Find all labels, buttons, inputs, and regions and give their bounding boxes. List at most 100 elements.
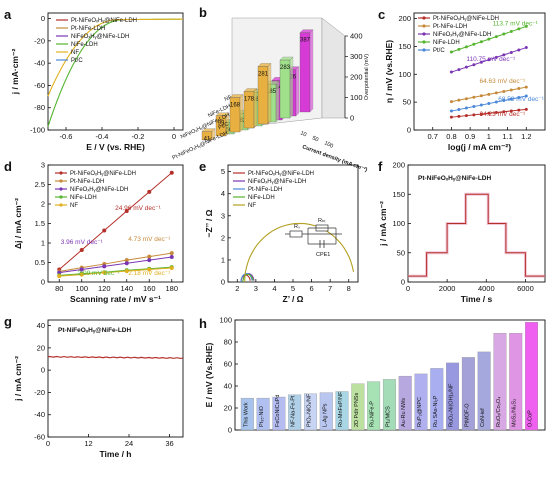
legend-entry: Pt/C bbox=[71, 58, 83, 64]
legend-entry: Pt-NiFeOₓHᵧ@NiFe-LDH bbox=[71, 18, 137, 24]
category-label: NF bbox=[224, 94, 234, 103]
y-tick-label: 50 bbox=[397, 248, 405, 257]
bar bbox=[304, 393, 317, 431]
data-point bbox=[124, 269, 129, 274]
data-point bbox=[472, 63, 476, 67]
bar-value-label: 41 bbox=[204, 137, 211, 143]
bar-side bbox=[211, 128, 216, 141]
data-point bbox=[57, 274, 62, 279]
y-tick-label: 200 bbox=[392, 161, 405, 170]
x-tick-label: 1.2 bbox=[521, 132, 531, 141]
bar-side bbox=[289, 56, 294, 119]
data-point bbox=[79, 272, 84, 277]
y-tick-label: 60 bbox=[224, 360, 232, 369]
slope-annotation: 64.63 mV dec⁻¹ bbox=[480, 78, 527, 85]
slope-annotation: 3.96 mV dec⁻¹ bbox=[61, 239, 104, 246]
bar-value-label: 165 bbox=[252, 97, 263, 103]
panel-c: 0.7 0.8 0.9 1 1.1 1.2 0 50 100 150 200 log(j / mA c… bbox=[378, 7, 546, 152]
y-tick-label: 0 bbox=[407, 126, 411, 135]
category-label: Pt₃₅-NiO bbox=[259, 405, 265, 427]
bar bbox=[335, 391, 349, 431]
category-label: Ru-MnFeP/NF bbox=[338, 391, 344, 427]
bar-value-label: 185 bbox=[266, 89, 277, 95]
bar-value-label: 82 bbox=[240, 118, 247, 124]
bar-value-label: 168 bbox=[230, 103, 241, 109]
data-point bbox=[464, 106, 468, 110]
legend-marker bbox=[59, 203, 63, 207]
y-tick-label: 0.5 bbox=[35, 258, 45, 267]
x-tick-label: 180 bbox=[165, 284, 178, 293]
panel-g: 0 12 24 36 -60 -40 -20 0 20 40 Time / h j / mA cm⁻²… bbox=[4, 314, 184, 459]
data-point bbox=[102, 264, 107, 269]
slope-annotation: 4.73 mV dec⁻¹ bbox=[128, 236, 171, 243]
bar bbox=[430, 368, 444, 431]
y-tick-label: 80 bbox=[224, 338, 232, 347]
legend-marker bbox=[59, 171, 63, 175]
data-point bbox=[502, 32, 506, 36]
panel-letter: e bbox=[199, 159, 206, 174]
legend-entry: NiFe-LDH bbox=[70, 195, 97, 201]
side-wall bbox=[321, 17, 346, 119]
legend-entry: NF bbox=[71, 50, 79, 56]
x-tick-label: -0.4 bbox=[96, 132, 109, 141]
legend-marker bbox=[59, 179, 63, 183]
data-point bbox=[479, 103, 483, 107]
x-axis-label: Z’ / Ω bbox=[283, 294, 304, 304]
bar bbox=[367, 381, 381, 431]
y-tick-label: 0 bbox=[41, 278, 45, 287]
y-tick-label: 2.5 bbox=[35, 180, 45, 189]
data-point bbox=[169, 251, 174, 256]
bar bbox=[477, 351, 491, 431]
category-label: RuP₂@NPC bbox=[417, 397, 423, 427]
x-tick-label: 36 bbox=[165, 439, 173, 448]
x-tick-label: 0 bbox=[406, 284, 410, 293]
bar-value-label: 387 bbox=[300, 38, 311, 44]
fit-line bbox=[59, 266, 172, 276]
data-point bbox=[479, 94, 483, 98]
data-point bbox=[509, 109, 513, 113]
bar-value-label: 281 bbox=[258, 71, 269, 77]
data-point bbox=[124, 209, 129, 214]
y-tick-label: 100 bbox=[398, 70, 411, 79]
data-point bbox=[147, 258, 152, 263]
y-tick-label: 0 bbox=[41, 366, 45, 375]
legend-entry: NF bbox=[248, 203, 256, 209]
data-point bbox=[517, 27, 521, 31]
bar-side bbox=[239, 94, 244, 133]
nyquist-curve bbox=[240, 273, 253, 282]
fit-line bbox=[59, 256, 172, 274]
category-label: NF-Na-Fe-Pt bbox=[291, 395, 297, 427]
y-axis-label: j / mA cm⁻² bbox=[13, 356, 23, 402]
data-point bbox=[147, 267, 152, 272]
z-tick-label: 300 bbox=[350, 52, 363, 61]
data-point bbox=[517, 108, 521, 112]
data-point bbox=[472, 42, 476, 46]
y-tick-label: 40 bbox=[37, 321, 45, 330]
data-point bbox=[102, 270, 107, 275]
y-axis-label: j / mA cm⁻² bbox=[378, 201, 388, 247]
data-point bbox=[487, 102, 491, 106]
data-point bbox=[524, 85, 528, 89]
data-point bbox=[457, 98, 461, 102]
data-point bbox=[457, 114, 461, 118]
x-tick-label: 1 bbox=[487, 132, 491, 141]
slope-annotation: 113.7 mV dec⁻¹ bbox=[493, 20, 539, 27]
x-tick-label: 0 bbox=[172, 132, 176, 141]
data-point bbox=[487, 37, 491, 41]
y-axis-label: −Z’’ / Ω bbox=[204, 209, 214, 237]
y-tick-label: 100 bbox=[219, 316, 232, 325]
x-tick-label: 120 bbox=[98, 284, 111, 293]
data-point bbox=[479, 112, 483, 116]
category-label: CoN-ief bbox=[480, 408, 486, 427]
category-label: Pt/C bbox=[218, 121, 230, 131]
bar-value-label: 283 bbox=[280, 65, 291, 71]
legend-marker bbox=[59, 195, 63, 199]
data-point bbox=[509, 29, 513, 33]
slope-annotation: 110.75 mV dec⁻¹ bbox=[466, 56, 516, 63]
legend-marker bbox=[422, 48, 426, 52]
category-label: Ru-NiFe-P bbox=[370, 401, 376, 427]
x-axis-label: log(j / mA cm⁻²) bbox=[448, 142, 511, 152]
data-point bbox=[502, 99, 506, 103]
data-point bbox=[169, 265, 174, 270]
plot-frame bbox=[47, 319, 184, 438]
